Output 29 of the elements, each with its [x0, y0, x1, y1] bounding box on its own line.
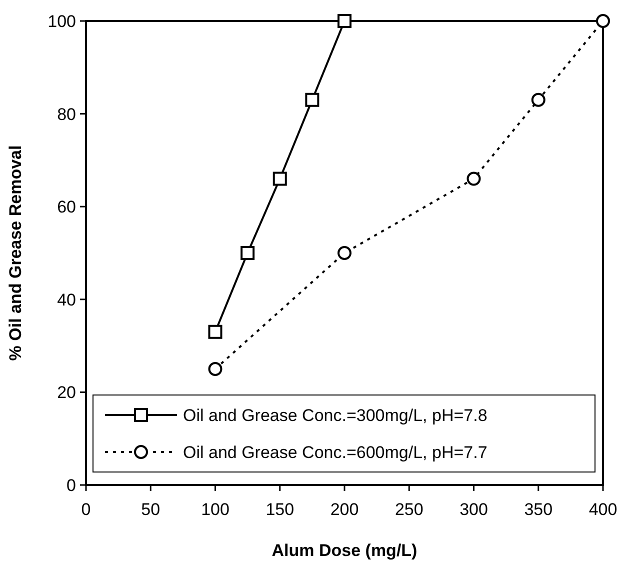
x-tick-label: 200 — [330, 500, 359, 519]
point — [240, 246, 255, 260]
legend-label: Oil and Grease Conc.=300mg/L, pH=7.8 — [183, 406, 488, 425]
y-tick-label: 80 — [57, 104, 76, 124]
point — [338, 14, 352, 28]
point — [208, 324, 222, 339]
y-tick-label: 100 — [48, 12, 76, 31]
x-tick-label: 100 — [201, 500, 230, 519]
y-tick-label: 60 — [57, 198, 76, 217]
point — [466, 172, 481, 186]
legend-label: Oil and Grease Conc.=600mg/L, pH=7.7 — [183, 443, 488, 462]
x-tick-label: 400 — [588, 500, 618, 519]
x-tick-label: 50 — [141, 500, 160, 519]
point — [208, 362, 222, 376]
x-tick-label: 0 — [81, 500, 91, 519]
point — [272, 172, 287, 186]
y-axis-title: % Oil and Grease Removal — [6, 145, 25, 361]
point — [531, 92, 546, 107]
x-tick-label: 350 — [524, 500, 553, 519]
point — [596, 14, 610, 28]
x-tick-label: 250 — [394, 500, 424, 519]
y-tick-label: 0 — [66, 476, 76, 495]
y-tick-label: 20 — [57, 383, 76, 402]
point — [338, 246, 352, 260]
point — [305, 92, 320, 107]
x-tick-label: 150 — [266, 500, 294, 519]
y-tick-label: 40 — [57, 290, 76, 310]
x-tick-label: 300 — [460, 500, 488, 519]
x-axis-title: Alum Dose (mg/L) — [272, 541, 418, 560]
